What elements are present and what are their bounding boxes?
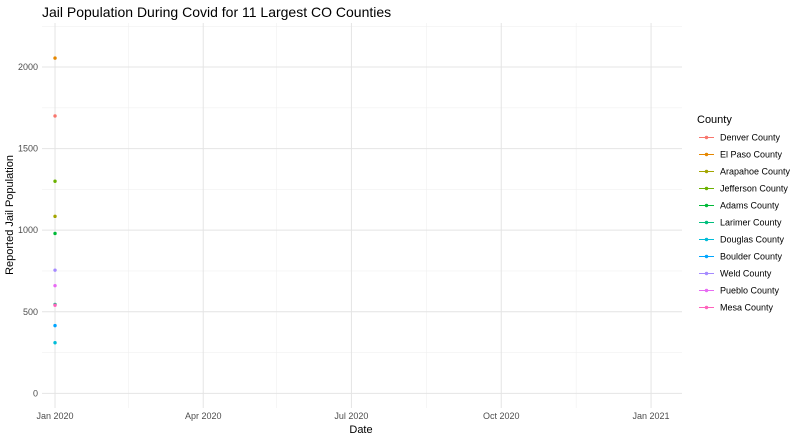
legend: County Denver County El Paso County Arapah… — [697, 114, 791, 313]
legend-key-point — [704, 288, 709, 293]
legend-item: Mesa County — [699, 303, 774, 313]
legend-label: Boulder County — [720, 252, 783, 262]
legend-item: El Paso County — [699, 150, 783, 160]
legend-item: Weld County — [699, 269, 772, 279]
y-tick-label: 1500 — [18, 144, 38, 154]
x-tick-label: Jan 2020 — [37, 411, 74, 421]
legend-item: Pueblo County — [699, 286, 780, 296]
chart-title: Jail Population During Covid for 11 Larg… — [42, 4, 391, 20]
legend-key-point — [704, 237, 709, 242]
legend-label: Jefferson County — [720, 184, 788, 194]
data-point — [53, 341, 57, 345]
legend-key-point — [704, 186, 709, 191]
legend-label: Douglas County — [720, 235, 785, 245]
data-points — [53, 56, 57, 345]
legend-key-point — [704, 169, 709, 174]
grid — [42, 23, 682, 408]
x-axis-label: Date — [349, 424, 372, 436]
legend-label: Mesa County — [720, 303, 774, 313]
legend-item: Denver County — [699, 133, 781, 143]
legend-key-point — [704, 220, 709, 225]
y-tick-label: 0 — [33, 388, 38, 398]
legend-key-point — [704, 135, 709, 140]
data-point — [53, 214, 57, 219]
legend-label: Weld County — [720, 269, 772, 279]
data-point — [53, 323, 57, 328]
x-tick-label: Jul 2020 — [334, 411, 368, 421]
legend-label: Larimer County — [720, 218, 782, 228]
legend-item: Douglas County — [699, 235, 785, 245]
legend-key-point — [704, 305, 709, 310]
x-tick-label: Apr 2020 — [185, 411, 222, 421]
y-axis-label: Reported Jail Population — [4, 155, 16, 275]
x-axis-ticks: Jan 2020 Apr 2020 Jul 2020 Oct 2020 Jan 2021 — [37, 411, 670, 421]
legend-label: Pueblo County — [720, 286, 780, 296]
legend-label: Arapahoe County — [720, 167, 791, 177]
legend-label: Denver County — [720, 133, 781, 143]
data-point — [53, 231, 57, 236]
data-point — [53, 179, 57, 183]
legend-item: Adams County — [699, 201, 780, 211]
legend-key-point — [704, 254, 709, 259]
legend-label: Adams County — [720, 201, 780, 211]
legend-key-point — [704, 152, 709, 157]
y-tick-label: 500 — [23, 307, 38, 317]
data-point — [53, 303, 57, 307]
legend-label: El Paso County — [720, 150, 783, 160]
legend-items: Denver County El Paso County Arapahoe Coun… — [699, 133, 791, 313]
legend-item: Boulder County — [699, 252, 783, 262]
y-tick-label: 2000 — [18, 62, 38, 72]
data-point — [53, 56, 57, 60]
legend-key-point — [704, 203, 709, 208]
data-point — [53, 114, 57, 118]
legend-item: Larimer County — [699, 218, 782, 228]
data-point — [53, 283, 57, 288]
legend-item: Arapahoe County — [699, 167, 791, 177]
data-point — [53, 268, 57, 272]
legend-key-point — [704, 271, 709, 276]
legend-title: County — [697, 114, 732, 126]
y-tick-label: 1000 — [18, 225, 38, 235]
legend-item: Jefferson County — [699, 184, 788, 194]
y-axis-ticks: 0 500 1000 1500 2000 — [18, 62, 38, 398]
x-tick-label: Oct 2020 — [483, 411, 520, 421]
x-tick-label: Jan 2021 — [633, 411, 670, 421]
